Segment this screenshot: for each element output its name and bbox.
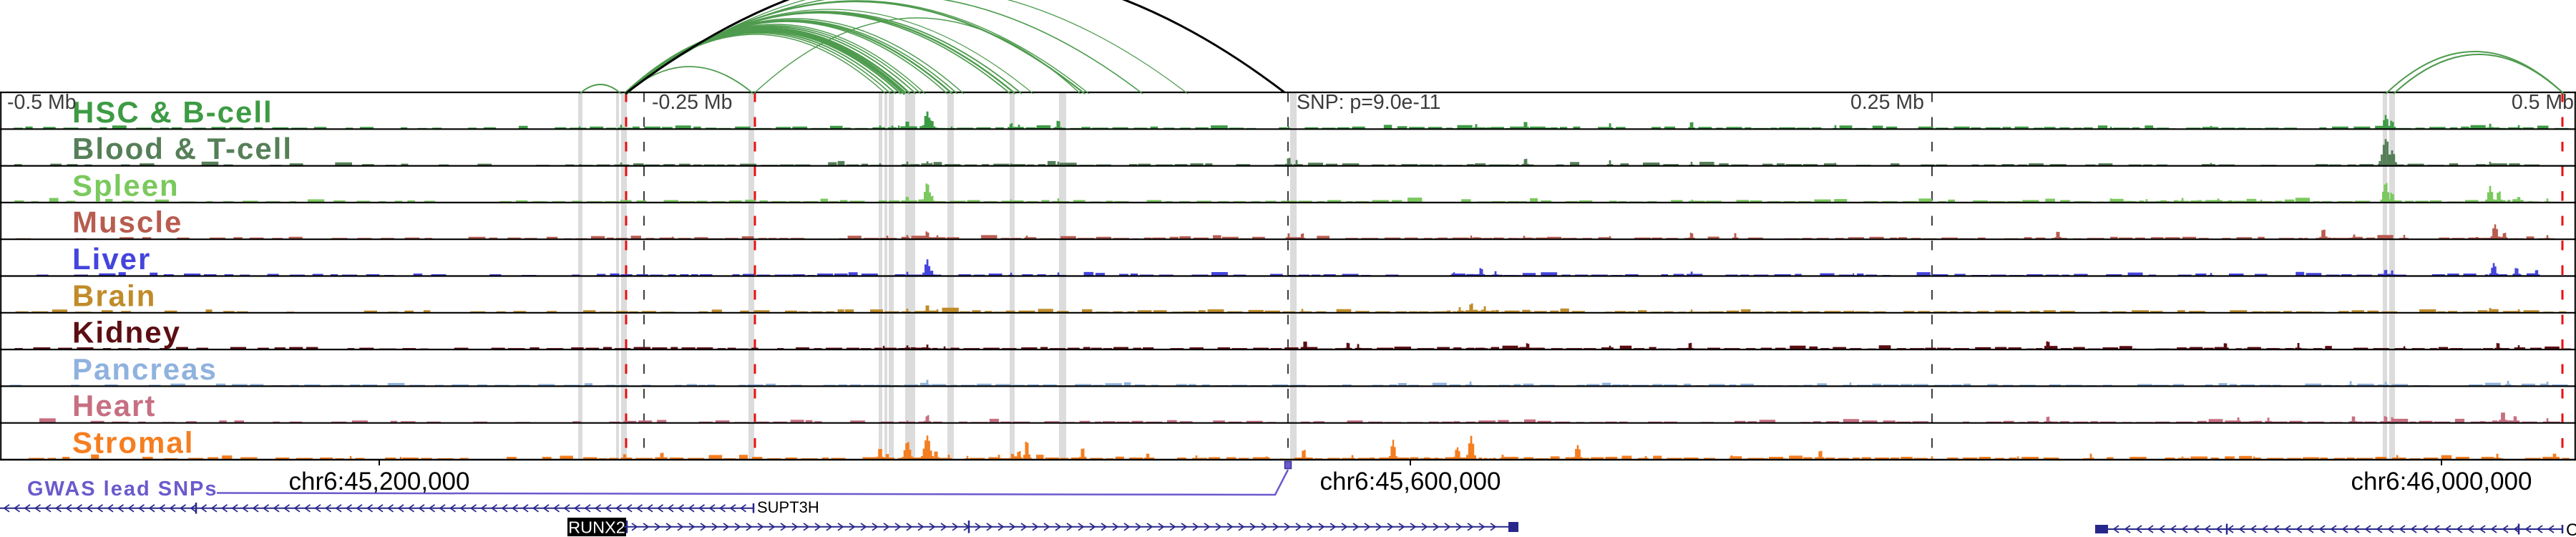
svg-text:RUNX2: RUNX2 — [568, 518, 625, 537]
svg-text:Stromal: Stromal — [72, 426, 194, 460]
svg-text:GWAS lead SNPs: GWAS lead SNPs — [27, 478, 218, 500]
svg-text:chr6:45,200,000: chr6:45,200,000 — [289, 468, 470, 495]
svg-text:Heart: Heart — [72, 389, 156, 422]
svg-text:Muscle: Muscle — [72, 205, 182, 239]
svg-text:Kidney: Kidney — [72, 316, 181, 349]
svg-text:Pancreas: Pancreas — [72, 352, 218, 386]
svg-text:HSC & B-cell: HSC & B-cell — [72, 95, 273, 129]
svg-text:chr6:46,000,000: chr6:46,000,000 — [2351, 468, 2532, 495]
svg-text:chr6:45,600,000: chr6:45,600,000 — [1320, 468, 1501, 495]
svg-text:SNP: p=9.0e-11: SNP: p=9.0e-11 — [1297, 91, 1440, 114]
svg-text:0.5 Mb: 0.5 Mb — [2512, 91, 2574, 114]
svg-text:0.25 Mb: 0.25 Mb — [1850, 91, 1924, 114]
svg-text:Spleen: Spleen — [72, 168, 180, 202]
svg-text:Blood & T-cell: Blood & T-cell — [72, 132, 293, 165]
svg-text:-0.5 Mb: -0.5 Mb — [7, 91, 77, 114]
svg-text:Brain: Brain — [72, 279, 156, 312]
svg-text:C: C — [2566, 521, 2576, 537]
svg-text:SUPT3H: SUPT3H — [757, 498, 819, 516]
svg-text:-0.25 Mb: -0.25 Mb — [652, 91, 732, 114]
svg-text:Liver: Liver — [72, 242, 151, 276]
